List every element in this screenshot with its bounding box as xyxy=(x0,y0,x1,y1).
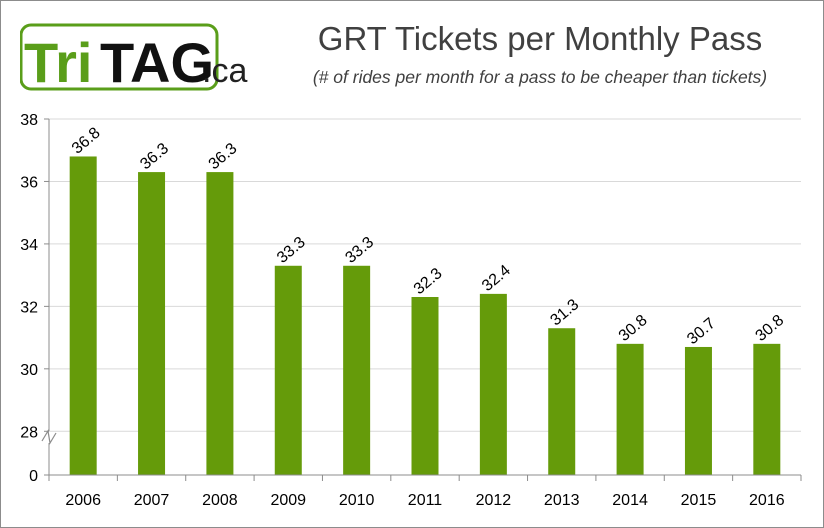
data-label: 36.3 xyxy=(206,140,241,173)
x-tick-label: 2014 xyxy=(612,492,648,509)
data-label: 30.8 xyxy=(616,312,651,345)
bar-2006 xyxy=(69,156,97,475)
x-tick-label: 2016 xyxy=(749,492,785,509)
y-tick-label: 38 xyxy=(20,112,38,129)
axes: 0 28 30 32 34 36 38 2006 2007 2008 2009 2010 2011 201… xyxy=(20,112,802,509)
data-label: 30.7 xyxy=(684,315,719,348)
data-label: 33.3 xyxy=(274,234,309,267)
y-tick-label: 32 xyxy=(20,299,38,316)
bar-2011 xyxy=(411,297,439,475)
x-tick-label: 2013 xyxy=(544,492,580,509)
axis-break-mark xyxy=(41,429,57,445)
data-label: 32.3 xyxy=(411,265,446,298)
bar-2007 xyxy=(138,172,166,476)
chart-title: GRT Tickets per Monthly Pass xyxy=(317,20,763,57)
y-tick-label: 36 xyxy=(20,174,38,191)
bar-2008 xyxy=(206,172,234,476)
x-tick-label: 2011 xyxy=(408,492,443,509)
bar-2010 xyxy=(343,265,371,475)
y-tick-label: 28 xyxy=(20,424,38,441)
x-tick-label: 2009 xyxy=(270,492,306,509)
logo-tri-text: Tri xyxy=(24,31,92,94)
data-label: 31.3 xyxy=(547,296,582,329)
x-tick-label: 2007 xyxy=(134,492,170,509)
logo-ca-text: .ca xyxy=(202,52,247,90)
x-tick-label: 2006 xyxy=(65,492,101,509)
x-tick-label: 2015 xyxy=(681,492,717,509)
data-label: 32.4 xyxy=(479,262,514,295)
bar-2012 xyxy=(479,293,507,475)
data-label: 30.8 xyxy=(753,312,788,345)
data-label: 33.3 xyxy=(342,234,377,267)
bar-2013 xyxy=(548,328,576,475)
bar-2014 xyxy=(616,343,644,475)
data-label: 36.3 xyxy=(137,140,172,173)
bar-2009 xyxy=(274,265,302,475)
bar-2015 xyxy=(684,346,712,475)
x-tick-label: 2008 xyxy=(202,492,238,509)
data-label: 36.8 xyxy=(69,124,104,157)
logo-tag-text: TAG xyxy=(100,31,214,94)
chart-subtitle: (# of rides per month for a pass to be c… xyxy=(312,67,768,87)
bar-2016 xyxy=(753,343,781,475)
y-tick-label: 34 xyxy=(20,237,38,254)
bars xyxy=(69,156,781,476)
y-tick-label: 30 xyxy=(20,362,38,379)
x-tick-label: 2010 xyxy=(339,492,375,509)
x-tick-label: 2012 xyxy=(476,492,512,509)
y-tick-label: 0 xyxy=(29,468,38,485)
tritag-logo: Tri TAG .ca xyxy=(20,23,247,94)
